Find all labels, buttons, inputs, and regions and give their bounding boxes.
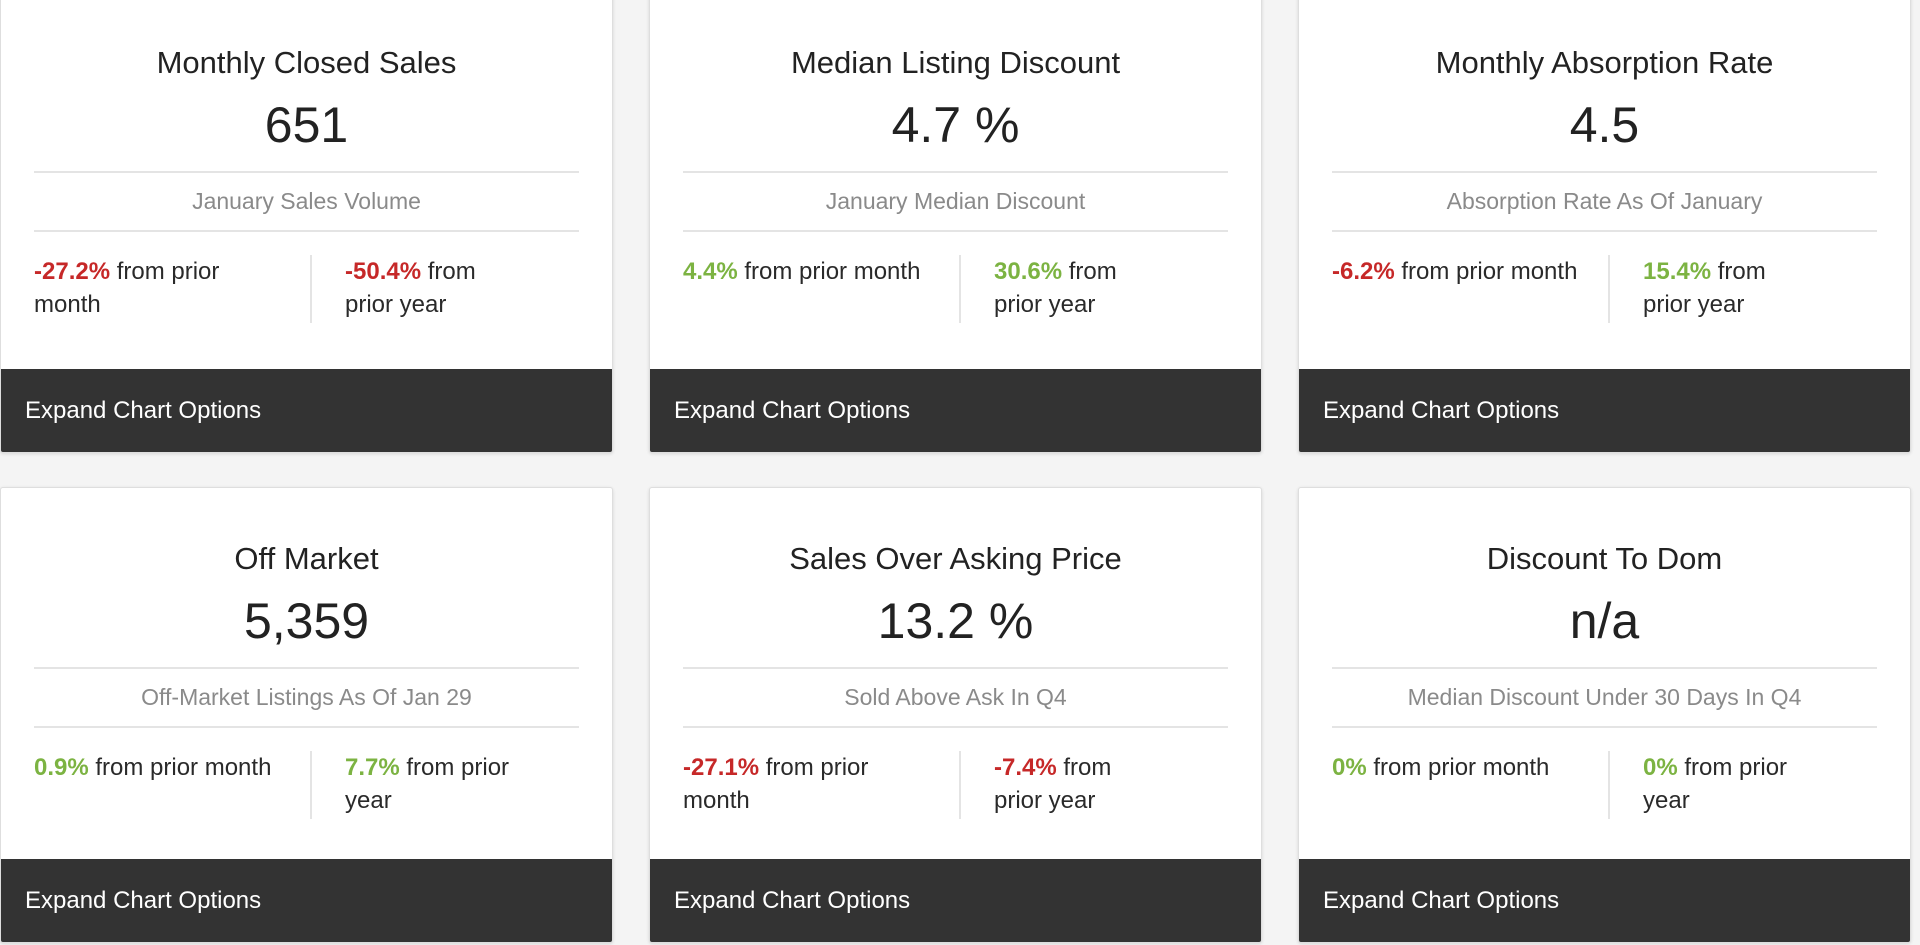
stat-text: from prior month	[88, 754, 272, 781]
card-off-market: Off Market 5,359 Off-Market Listings As …	[0, 487, 613, 943]
stat-text: from prior month	[1394, 258, 1578, 285]
expand-chart-options-button[interactable]: Expand Chart Options	[650, 859, 1261, 942]
card-value: 4.7 %	[891, 97, 1020, 153]
stat-prior-year: 0% from prior year	[1610, 751, 1813, 819]
card-title: Sales Over Asking Price	[789, 541, 1122, 576]
stat-text: from prior year	[994, 754, 1112, 814]
stat-prior-year: -50.4% from prior year	[312, 255, 515, 323]
divider	[683, 726, 1228, 728]
stat-prior-year: 7.7% from prior year	[312, 751, 515, 819]
divider	[34, 171, 579, 173]
expand-chart-options-button[interactable]: Expand Chart Options	[1299, 369, 1910, 452]
divider	[34, 726, 579, 728]
card-title: Monthly Absorption Rate	[1435, 45, 1774, 80]
stat-prior-year: -7.4% from prior year	[961, 751, 1164, 819]
divider	[683, 230, 1228, 232]
stat-prior-month: -27.2% from prior month	[34, 255, 312, 323]
card-title: Off Market	[234, 541, 379, 576]
card-stats: 0% from prior month 0% from prior year	[1332, 751, 1877, 819]
card-subtitle: January Median Discount	[825, 188, 1086, 214]
card-subtitle: Off-Market Listings As Of Jan 29	[141, 684, 472, 710]
card-title: Median Listing Discount	[790, 45, 1121, 80]
card-title: Discount To Dom	[1486, 541, 1723, 576]
stat-prior-month: -6.2% from prior month	[1332, 255, 1610, 323]
divider	[1332, 667, 1877, 669]
card-stats: -27.2% from prior month -50.4% from prio…	[34, 255, 579, 323]
divider	[683, 667, 1228, 669]
expand-chart-options-button[interactable]: Expand Chart Options	[1, 859, 612, 942]
stat-text: from prior year	[994, 258, 1117, 318]
expand-chart-options-button[interactable]: Expand Chart Options	[1, 369, 612, 452]
divider	[34, 667, 579, 669]
stat-prior-month: 0% from prior month	[1332, 751, 1610, 819]
card-discount-to-dom: Discount To Dom n/a Median Discount Unde…	[1298, 487, 1911, 943]
stat-percent: -27.1%	[683, 754, 760, 781]
stat-percent: 0%	[1332, 754, 1367, 781]
card-stats: -6.2% from prior month 15.4% from prior …	[1332, 255, 1877, 323]
divider	[1332, 726, 1877, 728]
stat-text: from prior month	[34, 258, 220, 318]
card-subtitle: Sold Above Ask In Q4	[844, 684, 1067, 710]
stat-percent: -27.2%	[34, 258, 111, 285]
card-title: Monthly Closed Sales	[156, 45, 457, 80]
stat-percent: 0%	[1643, 754, 1678, 781]
card-stats: -27.1% from prior month -7.4% from prior…	[683, 751, 1228, 819]
stat-text: from prior month	[737, 258, 921, 285]
card-monthly-absorption-rate: Monthly Absorption Rate 4.5 Absorption R…	[1298, 0, 1911, 453]
stat-percent: 15.4%	[1643, 258, 1712, 285]
card-median-listing-discount: Median Listing Discount 4.7 % January Me…	[649, 0, 1262, 453]
divider	[683, 171, 1228, 173]
stat-text: from prior year	[1643, 258, 1766, 318]
stat-percent: -50.4%	[345, 258, 422, 285]
card-body: Monthly Absorption Rate 4.5 Absorption R…	[1299, 0, 1910, 323]
card-value: n/a	[1569, 593, 1640, 649]
stat-prior-year: 30.6% from prior year	[961, 255, 1164, 323]
card-value: 651	[264, 97, 349, 153]
stat-text: from prior year	[1643, 754, 1788, 814]
stat-text: from prior year	[345, 754, 510, 814]
card-sales-over-asking-price: Sales Over Asking Price 13.2 % Sold Abov…	[649, 487, 1262, 943]
card-body: Sales Over Asking Price 13.2 % Sold Abov…	[650, 488, 1261, 819]
card-body: Discount To Dom n/a Median Discount Unde…	[1299, 488, 1910, 819]
stat-prior-month: 0.9% from prior month	[34, 751, 312, 819]
stat-text: from prior month	[683, 754, 869, 814]
stat-percent: 4.4%	[683, 258, 738, 285]
stat-prior-month: 4.4% from prior month	[683, 255, 961, 323]
expand-chart-options-button[interactable]: Expand Chart Options	[650, 369, 1261, 452]
card-subtitle: Median Discount Under 30 Days In Q4	[1407, 684, 1802, 710]
stat-percent: -7.4%	[994, 754, 1057, 781]
divider	[34, 230, 579, 232]
stat-prior-year: 15.4% from prior year	[1610, 255, 1813, 323]
card-body: Monthly Closed Sales 651 January Sales V…	[1, 0, 612, 323]
expand-chart-options-button[interactable]: Expand Chart Options	[1299, 859, 1910, 942]
stat-percent: 30.6%	[994, 258, 1063, 285]
card-body: Median Listing Discount 4.7 % January Me…	[650, 0, 1261, 323]
card-subtitle: Absorption Rate As Of January	[1446, 188, 1763, 214]
card-value: 4.5	[1569, 97, 1640, 153]
stat-prior-month: -27.1% from prior month	[683, 751, 961, 819]
divider	[1332, 171, 1877, 173]
stat-text: from prior year	[345, 258, 476, 318]
stat-percent: 7.7%	[345, 754, 400, 781]
card-body: Off Market 5,359 Off-Market Listings As …	[1, 488, 612, 819]
divider	[1332, 230, 1877, 232]
stat-text: from prior month	[1366, 754, 1550, 781]
card-stats: 4.4% from prior month 30.6% from prior y…	[683, 255, 1228, 323]
card-stats: 0.9% from prior month 7.7% from prior ye…	[34, 751, 579, 819]
stat-percent: -6.2%	[1332, 258, 1395, 285]
card-monthly-closed-sales: Monthly Closed Sales 651 January Sales V…	[0, 0, 613, 453]
card-subtitle: January Sales Volume	[192, 188, 421, 214]
stat-percent: 0.9%	[34, 754, 89, 781]
card-value: 5,359	[243, 593, 370, 649]
card-value: 13.2 %	[877, 593, 1034, 649]
